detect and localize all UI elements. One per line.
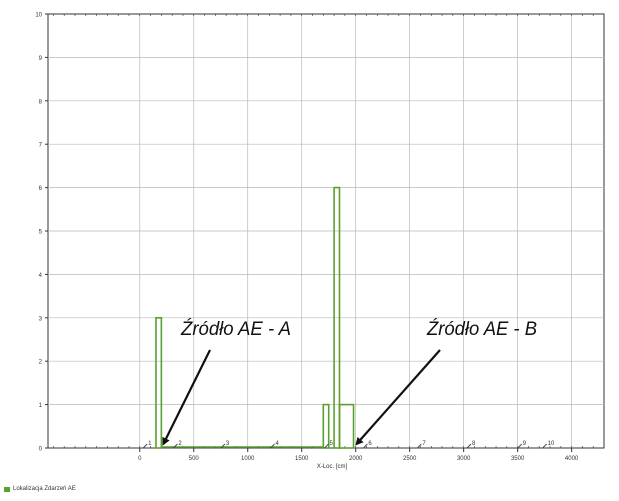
x-tick-label: 3500 bbox=[511, 456, 525, 462]
sensor-label: 8 bbox=[472, 441, 476, 447]
sensor-marker bbox=[324, 443, 329, 449]
annotation-label: Źródło AE - A bbox=[180, 319, 291, 340]
y-tick-label: 9 bbox=[39, 56, 43, 62]
x-tick-label: 1000 bbox=[241, 456, 255, 462]
sensor-label: 9 bbox=[523, 441, 527, 447]
sensor-marker bbox=[142, 443, 148, 449]
x-tick-label: 4000 bbox=[565, 456, 579, 462]
x-tick-label: 0 bbox=[138, 456, 142, 462]
sensor-label: 2 bbox=[178, 441, 182, 447]
histogram-bar bbox=[338, 403, 355, 449]
y-tick-label: 2 bbox=[39, 360, 43, 366]
sensor-label: 5 bbox=[330, 441, 334, 447]
histogram-bar bbox=[333, 186, 341, 449]
sensor-marker bbox=[542, 443, 547, 449]
y-tick-label: 7 bbox=[39, 143, 43, 149]
y-tick-label: 5 bbox=[39, 230, 43, 236]
sensor-label: 4 bbox=[276, 441, 280, 447]
sensor-label: 1 bbox=[148, 441, 152, 447]
y-tick-label: 3 bbox=[39, 316, 43, 322]
sensor-marker bbox=[466, 443, 472, 449]
y-tick-label: 1 bbox=[39, 403, 43, 409]
sensor-marker bbox=[173, 443, 178, 449]
histogram-bar bbox=[155, 316, 163, 449]
legend-label: Lokalizacja Zdarzeń AE bbox=[13, 486, 76, 492]
annotation-arrow bbox=[162, 349, 211, 446]
annotation-arrow bbox=[355, 349, 441, 446]
sensor-marker bbox=[363, 443, 368, 449]
x-tick-label: 3000 bbox=[457, 456, 471, 462]
sensor-label: 7 bbox=[422, 441, 426, 447]
x-tick-label: 2500 bbox=[403, 456, 417, 462]
annotation-label: Źródło AE - B bbox=[426, 319, 537, 340]
y-tick-label: 4 bbox=[39, 273, 43, 279]
sensor-label: 6 bbox=[368, 441, 372, 447]
sensor-marker bbox=[417, 443, 422, 449]
legend: Lokalizacja Zdarzeń AE bbox=[4, 486, 76, 492]
y-tick-label: 8 bbox=[39, 99, 43, 105]
legend-swatch bbox=[4, 486, 10, 492]
x-tick-label: 1500 bbox=[295, 456, 309, 462]
sensor-label: 3 bbox=[226, 441, 230, 447]
sensor-marker bbox=[220, 443, 226, 449]
sensor-marker bbox=[270, 443, 275, 449]
y-tick-label: 10 bbox=[35, 13, 42, 19]
x-tick-label: 500 bbox=[189, 456, 200, 462]
x-axis-label: X-Loc. [cm] bbox=[317, 464, 348, 470]
sensor-label: 10 bbox=[548, 441, 555, 447]
histogram-bar bbox=[322, 403, 330, 449]
y-tick-label: 6 bbox=[39, 186, 43, 192]
y-tick-label: 0 bbox=[39, 447, 43, 453]
x-tick-label: 2000 bbox=[349, 456, 363, 462]
sensor-marker bbox=[517, 443, 523, 449]
